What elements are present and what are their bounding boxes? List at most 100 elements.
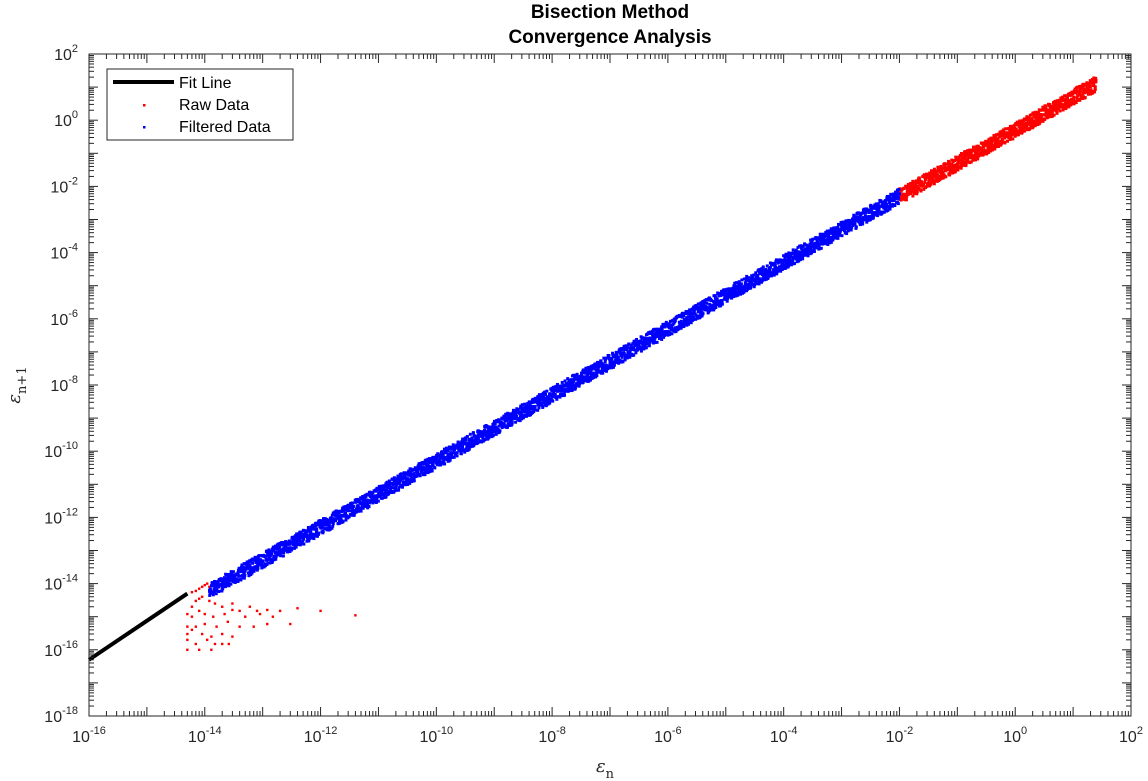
data-point-filtered-data	[351, 507, 355, 511]
data-point-filtered-data	[463, 450, 467, 454]
data-point-filtered-data	[236, 571, 240, 575]
data-point-raw-data	[932, 182, 936, 186]
data-point-filtered-data	[243, 569, 247, 573]
data-point-filtered-data	[681, 311, 685, 315]
data-point-filtered-data	[397, 482, 401, 486]
data-point-raw-data	[972, 145, 976, 149]
data-point-filtered-data	[642, 338, 646, 342]
data-point-filtered-data	[370, 499, 374, 503]
data-point-raw-data	[190, 605, 194, 608]
data-point-filtered-data	[809, 247, 813, 251]
data-point-filtered-data	[439, 462, 443, 466]
data-point-filtered-data	[331, 522, 335, 526]
data-point-filtered-data	[376, 499, 380, 503]
data-point-filtered-data	[446, 455, 450, 459]
data-point-raw-data	[227, 642, 231, 646]
data-point-raw-data	[914, 182, 918, 186]
data-point-filtered-data	[502, 422, 506, 426]
data-point-filtered-data	[585, 366, 589, 370]
data-point-filtered-data	[397, 488, 401, 492]
data-point-filtered-data	[659, 335, 663, 339]
data-point-filtered-data	[464, 438, 468, 442]
data-point-filtered-data	[253, 565, 257, 569]
data-point-filtered-data	[743, 281, 747, 285]
data-point-filtered-data	[670, 325, 674, 329]
data-point-filtered-data	[785, 253, 789, 257]
data-point-filtered-data	[779, 258, 783, 262]
data-point-filtered-data	[742, 277, 746, 281]
data-point-raw-data	[221, 632, 224, 636]
data-point-raw-data	[354, 614, 357, 617]
data-point-filtered-data	[652, 341, 656, 345]
data-point-filtered-data	[252, 569, 256, 573]
data-point-raw-data	[982, 145, 986, 149]
data-point-raw-data	[231, 608, 234, 612]
data-point-filtered-data	[241, 566, 245, 570]
data-point-filtered-data	[630, 345, 634, 349]
data-point-raw-data	[1065, 98, 1069, 102]
data-point-raw-data	[958, 161, 962, 165]
data-point-filtered-data	[306, 526, 310, 530]
data-point-filtered-data	[551, 399, 555, 403]
data-point-filtered-data	[842, 229, 846, 233]
data-point-raw-data	[1074, 101, 1078, 105]
data-point-raw-data	[1075, 85, 1079, 89]
data-point-raw-data	[289, 622, 292, 626]
data-point-filtered-data	[522, 410, 526, 414]
data-point-raw-data	[953, 170, 957, 174]
data-point-filtered-data	[874, 202, 878, 206]
data-point-filtered-data	[325, 520, 329, 524]
data-point-raw-data	[976, 149, 980, 153]
data-point-filtered-data	[361, 501, 365, 505]
data-point-filtered-data	[527, 400, 531, 404]
data-point-filtered-data	[871, 214, 875, 218]
data-point-filtered-data	[508, 418, 512, 422]
data-point-raw-data	[1064, 105, 1068, 109]
data-point-raw-data	[1057, 103, 1061, 107]
data-point-filtered-data	[280, 541, 284, 545]
data-point-filtered-data	[492, 419, 496, 423]
data-point-raw-data	[909, 185, 913, 189]
data-point-filtered-data	[537, 406, 541, 410]
data-point-filtered-data	[875, 206, 879, 210]
data-point-filtered-data	[462, 448, 466, 452]
data-point-raw-data	[982, 148, 986, 152]
data-point-filtered-data	[266, 561, 270, 565]
data-point-raw-data	[987, 147, 991, 151]
data-point-raw-data	[970, 154, 974, 158]
data-point-raw-data	[904, 184, 908, 188]
data-point-filtered-data	[553, 393, 557, 397]
data-point-filtered-data	[572, 384, 576, 388]
data-point-filtered-data	[822, 239, 826, 243]
data-point-raw-data	[964, 150, 968, 154]
data-point-filtered-data	[444, 446, 448, 450]
data-point-filtered-data	[442, 459, 446, 463]
data-point-filtered-data	[757, 277, 761, 281]
data-point-filtered-data	[548, 401, 552, 405]
data-point-filtered-data	[600, 361, 604, 365]
data-point-filtered-data	[852, 213, 856, 217]
data-point-raw-data	[197, 587, 201, 590]
data-point-raw-data	[998, 132, 1002, 136]
data-point-filtered-data	[685, 316, 689, 320]
data-point-raw-data	[928, 173, 932, 177]
x-tick-label: 10-16	[72, 725, 106, 746]
data-point-filtered-data	[812, 249, 816, 253]
data-point-filtered-data	[806, 254, 810, 258]
data-point-filtered-data	[839, 227, 843, 231]
data-point-filtered-data	[518, 410, 522, 414]
y-tick-label: 10-4	[50, 242, 78, 263]
data-point-raw-data	[190, 590, 194, 594]
data-point-filtered-data	[725, 299, 729, 303]
data-point-filtered-data	[886, 197, 890, 201]
x-tick-label: 10-12	[304, 725, 338, 746]
data-point-filtered-data	[651, 335, 655, 339]
data-point-filtered-data	[715, 297, 719, 301]
data-point-filtered-data	[892, 192, 896, 196]
data-point-filtered-data	[884, 207, 888, 211]
data-point-raw-data	[1021, 127, 1025, 131]
data-point-filtered-data	[773, 270, 777, 274]
data-point-raw-data	[1020, 130, 1024, 134]
data-point-raw-data	[949, 169, 953, 173]
data-point-raw-data	[998, 131, 1002, 135]
